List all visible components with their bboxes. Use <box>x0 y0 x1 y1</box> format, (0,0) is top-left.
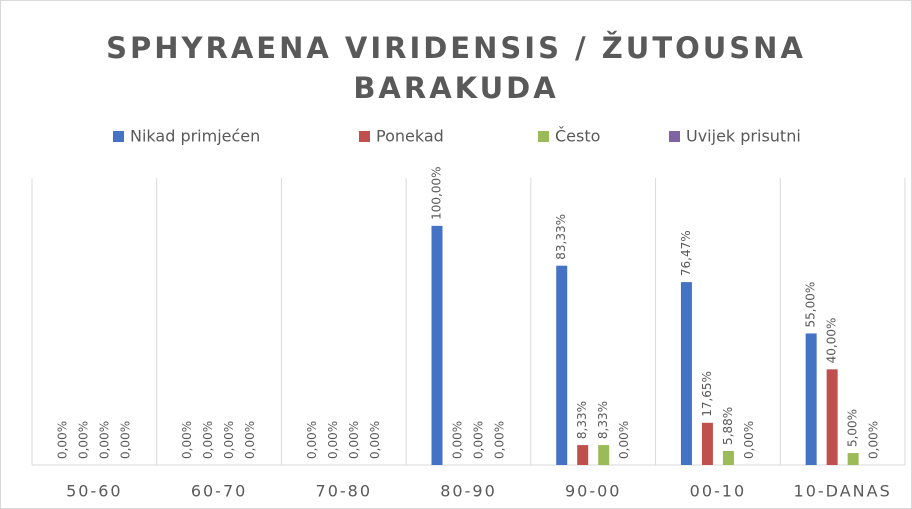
data-label: 0,00% <box>742 421 756 459</box>
data-label: 40,00% <box>825 318 839 364</box>
data-label: 0,00% <box>243 421 257 459</box>
data-label: 17,65% <box>700 371 714 417</box>
bar <box>701 422 713 465</box>
x-tick-label: 70-80 <box>316 482 373 501</box>
data-label: 83,33% <box>554 214 568 260</box>
data-label: 0,00% <box>305 421 319 459</box>
legend-swatch <box>538 131 549 142</box>
x-tick-label: 00-10 <box>690 482 747 501</box>
bar <box>431 225 443 465</box>
x-tick-label: 80-90 <box>440 482 497 501</box>
data-label: 76,47% <box>679 230 693 276</box>
data-label: 0,00% <box>867 421 881 459</box>
legend-label: Uvijek prisutni <box>686 127 801 146</box>
x-tick-label: 90-00 <box>565 482 622 501</box>
data-label: 8,33% <box>575 401 589 439</box>
data-label: 55,00% <box>804 282 818 328</box>
bar <box>805 333 817 465</box>
data-label: 0,00% <box>326 421 340 459</box>
data-label: 0,00% <box>97 421 111 459</box>
data-label: 0,00% <box>617 421 631 459</box>
data-label: 5,00% <box>846 409 860 447</box>
data-label: 0,00% <box>222 421 236 459</box>
bar <box>847 453 859 465</box>
data-label: 0,00% <box>451 421 465 459</box>
data-label: 0,00% <box>368 421 382 459</box>
chart-title: SPHYRAENA VIRIDENSIS / ŽUTOUSNA BARAKUDA <box>106 31 806 105</box>
data-label: 0,00% <box>493 421 507 459</box>
x-tick-label: 50-60 <box>66 482 123 501</box>
bar <box>722 450 734 465</box>
data-label: 0,00% <box>76 421 90 459</box>
x-tick-label: 10-DANAS <box>794 482 892 501</box>
bar <box>826 369 838 465</box>
data-label: 0,00% <box>201 421 215 459</box>
data-label: 100,00% <box>430 166 444 219</box>
bar <box>598 445 610 465</box>
bar <box>577 445 589 465</box>
data-label: 0,00% <box>55 421 69 459</box>
legend-swatch <box>669 131 680 142</box>
legend-label: Ponekad <box>376 127 444 146</box>
data-label: 0,00% <box>472 421 486 459</box>
legend-swatch <box>359 131 370 142</box>
data-label: 5,88% <box>721 407 735 445</box>
data-label: 0,00% <box>347 421 361 459</box>
data-label: 0,00% <box>180 421 194 459</box>
data-label: 0,00% <box>118 421 132 459</box>
bar <box>680 282 692 465</box>
legend-label: Često <box>555 127 600 146</box>
bar <box>556 265 568 465</box>
data-label: 8,33% <box>596 401 610 439</box>
x-tick-label: 60-70 <box>191 482 248 501</box>
legend-label: Nikad primjećen <box>130 127 260 146</box>
legend-swatch <box>113 131 124 142</box>
